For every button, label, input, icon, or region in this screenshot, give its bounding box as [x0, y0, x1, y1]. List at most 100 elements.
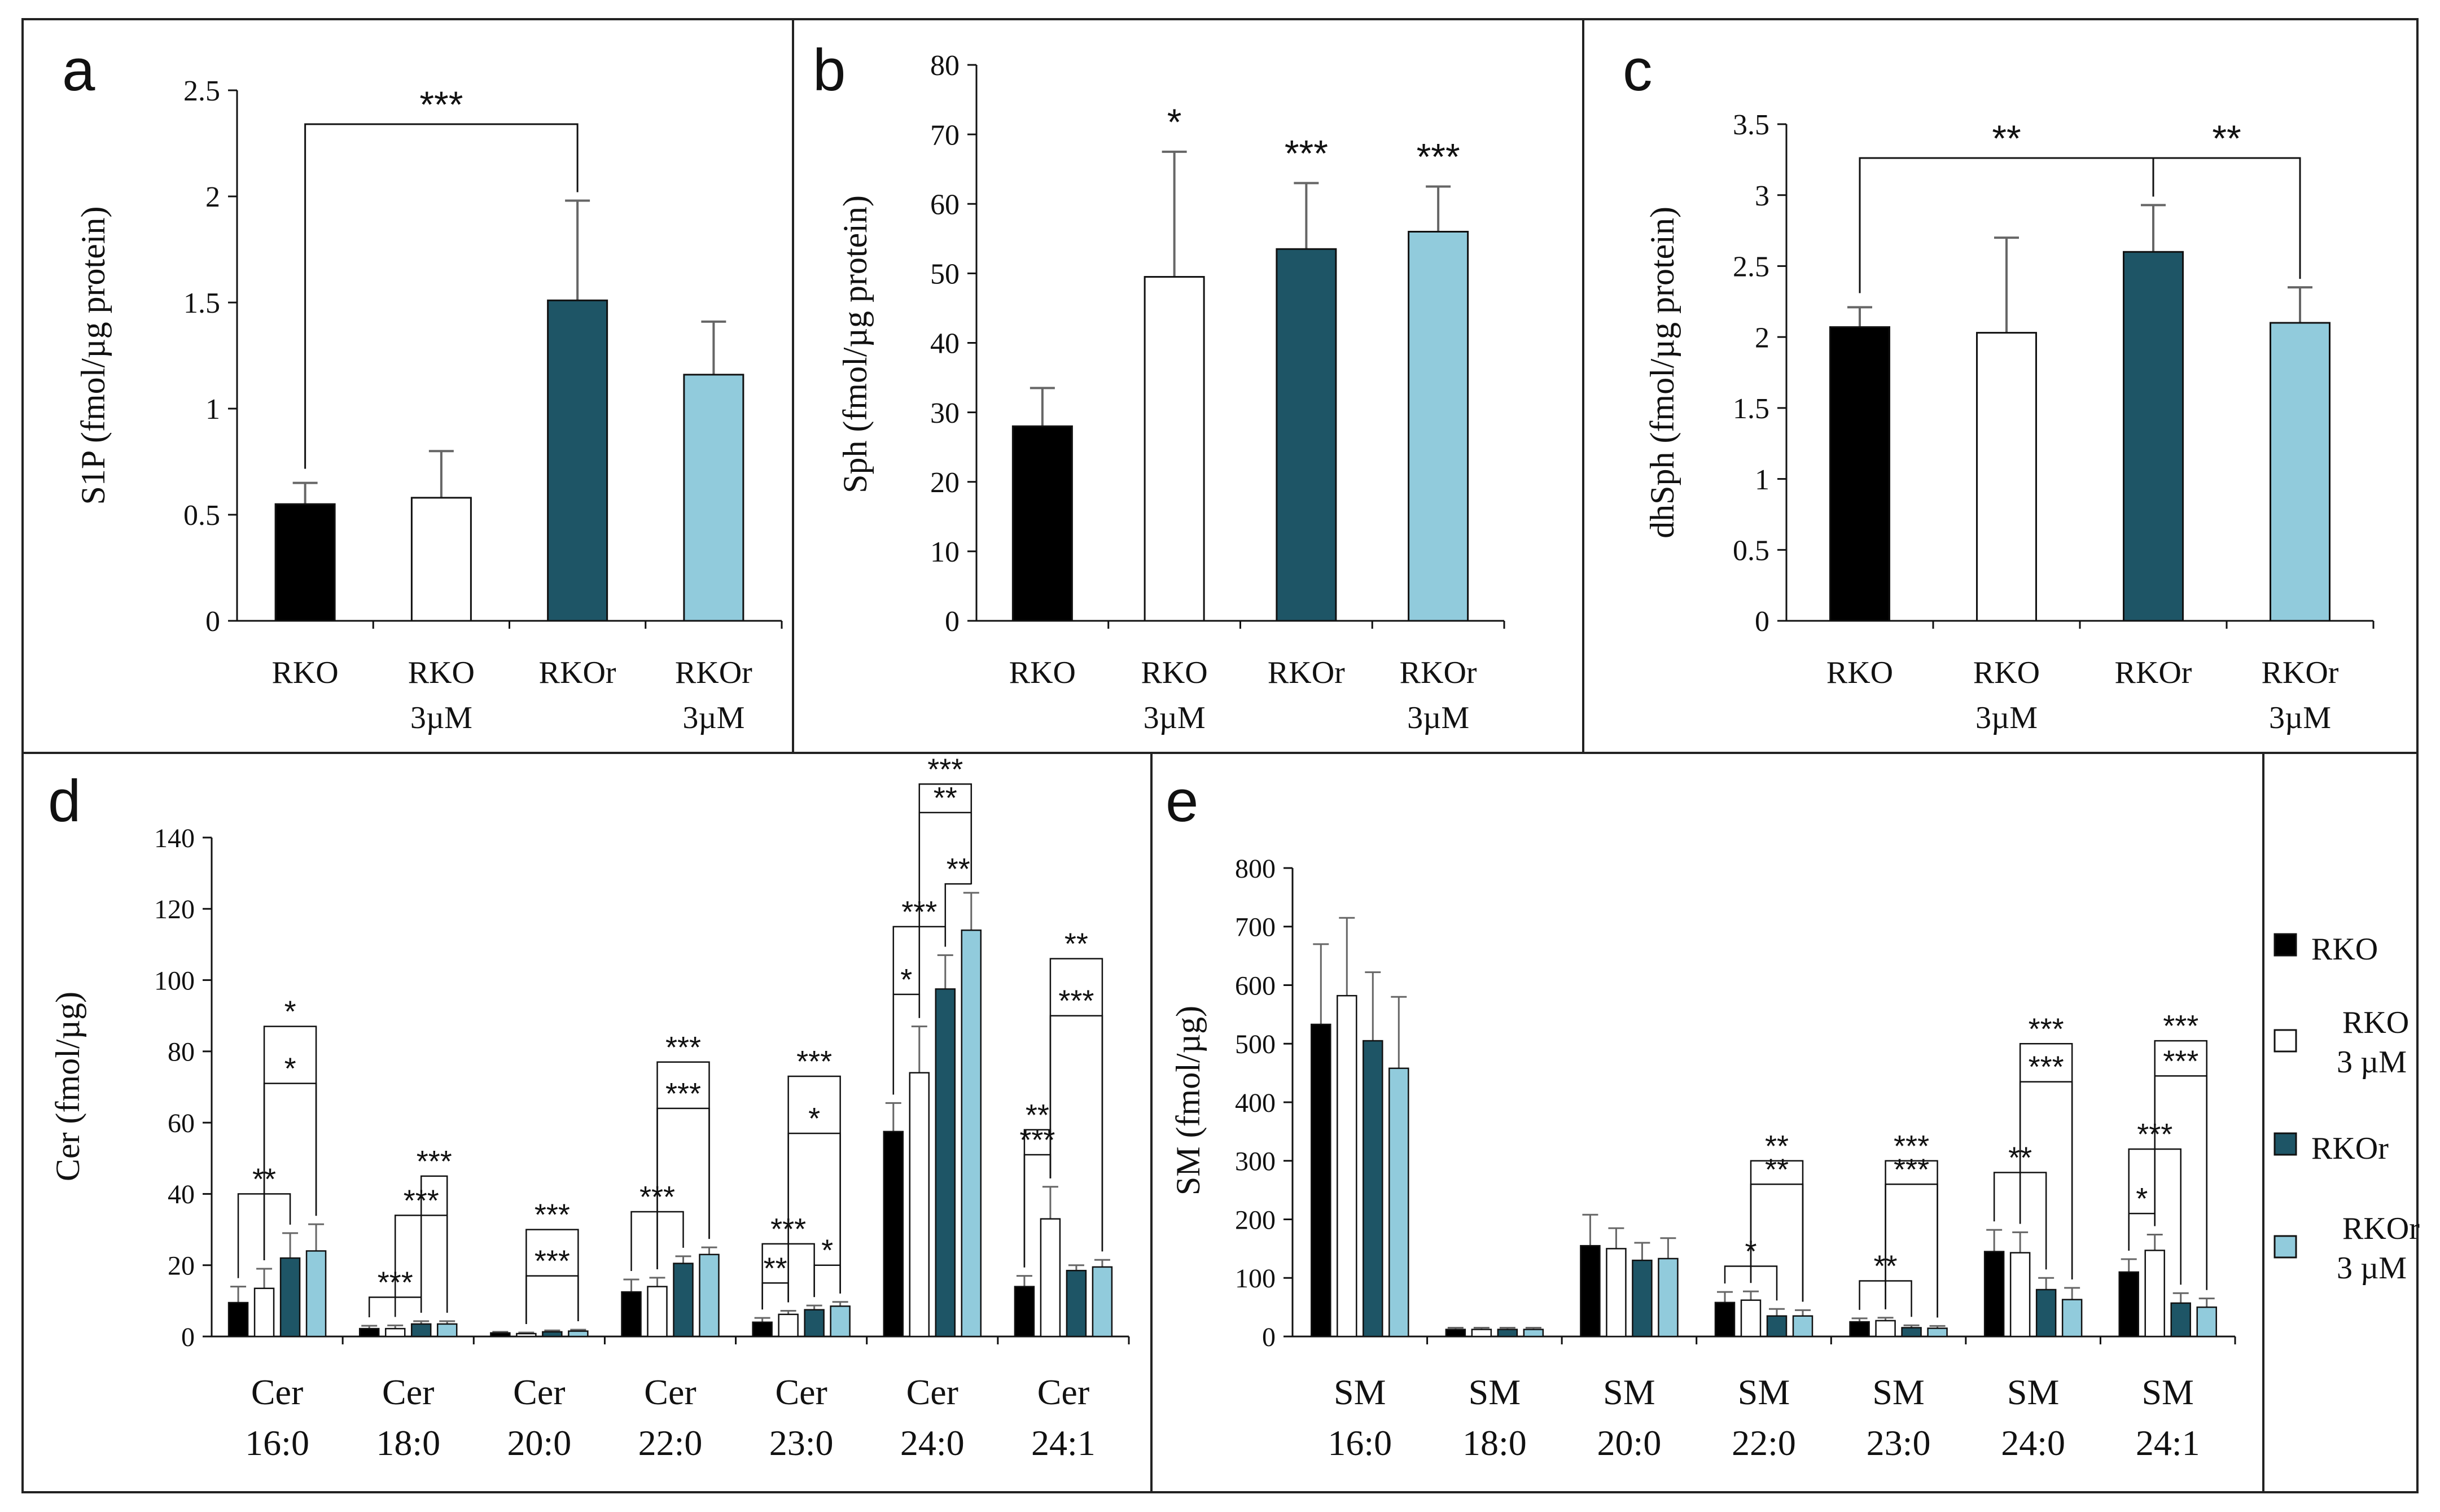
panel-e-significance-label: ***: [1894, 1129, 1929, 1163]
panel-e-category-sublabel: 24:1: [2136, 1423, 2200, 1463]
panel-d-category-label: Cer: [251, 1372, 303, 1412]
panel-e-significance-bracket: [2019, 1043, 2073, 1279]
panel-c-category-label: RKO: [1826, 655, 1893, 690]
panel-d-significance-label: ***: [1019, 1123, 1055, 1157]
panel-d-bar: [516, 1333, 537, 1338]
legend-frame: [2262, 752, 2419, 1493]
panel-d-letter: d: [48, 768, 81, 834]
panel-e-bar: [1927, 1327, 1948, 1338]
panel-d-y-tick-label: 20: [168, 1251, 195, 1281]
legend-item-rkor: RKOr: [2273, 1131, 2389, 1166]
panel-d-category-label: Cer: [906, 1372, 958, 1412]
panel-d-bar: [1066, 1269, 1087, 1338]
panel-a-category-label: RKOr: [539, 655, 616, 690]
panel-e-bar: [1363, 1040, 1383, 1338]
panel-a-bar: [274, 503, 336, 622]
panel-c-category-sublabel: 3µM: [1975, 700, 2038, 735]
panel-d-significance-bracket: [761, 1282, 789, 1310]
panel-e-category-label: SM: [2141, 1372, 2194, 1412]
panel-e-significance-bracket: [2128, 1212, 2156, 1251]
panel-c-category-sublabel: 3µM: [2269, 700, 2331, 735]
panel-e-y-tick-label: 400: [1235, 1088, 1276, 1118]
panel-d-significance-label: ***: [796, 1045, 832, 1079]
panel-c-y-tick-label: 1: [1755, 464, 1769, 496]
panel-d-category-sublabel: 16:0: [245, 1423, 309, 1463]
legend-swatch-rkor: [2273, 1132, 2297, 1156]
legend: RKO RKO 3 µM RKOr RKOr 3 µM: [2273, 932, 2420, 1286]
panel-d-significance-label: ***: [535, 1244, 570, 1278]
panel-d-significance-label: **: [1065, 927, 1088, 961]
panel-e-significance-label: ***: [1894, 1152, 1929, 1186]
panel-d-category-label: Cer: [382, 1372, 434, 1412]
panel-e-category-sublabel: 20:0: [1597, 1423, 1662, 1463]
panel-c-bar: [1829, 326, 1890, 622]
panel-e-bar: [1875, 1320, 1896, 1338]
panel-d-bar: [699, 1254, 720, 1338]
panel-e-y-tick-label: 500: [1235, 1029, 1276, 1059]
panel-a-y-tick-label: 0.5: [183, 499, 220, 532]
panel-d-y-tick-label: 0: [181, 1322, 195, 1352]
panel-c-significance-label: **: [1992, 117, 2021, 159]
panel-c-category-label: RKO: [1973, 655, 2040, 690]
panel-d-bar: [568, 1330, 589, 1338]
panel-d-category-sublabel: 18:0: [376, 1423, 440, 1463]
panel-d-significance-bracket: [525, 1275, 579, 1325]
panel-d-category-sublabel: 23:0: [769, 1423, 834, 1463]
panel-d-bar: [883, 1130, 904, 1338]
legend-label-rkor-3um: RKOr 3 µM: [2337, 1211, 2420, 1286]
legend-swatch-rkor-3um: [2273, 1235, 2297, 1259]
panel-d-bar: [358, 1327, 380, 1338]
panel-e-category-label: SM: [1738, 1372, 1790, 1412]
panel-b-y-tick-label: 40: [930, 328, 960, 360]
panel-e-bar: [2118, 1271, 2139, 1338]
panel-d-y-tick-label: 60: [168, 1108, 195, 1138]
panel-d-chart: 0 20 40 60 80 100 120 140 Cer (fmol/µg) Cer 16:0 Ce…: [49, 752, 1130, 1463]
panel-d-significance-bracket: [918, 783, 973, 1018]
panel-b-y-tick-label: 10: [930, 536, 960, 568]
panel-d-bar: [752, 1321, 773, 1338]
panel-d-y-axis-label: Cer (fmol/µg): [49, 992, 86, 1181]
panel-e-category-sublabel: 18:0: [1462, 1423, 1527, 1463]
panel-e-significance-label: ***: [2163, 1044, 2198, 1078]
panel-d-bar: [1092, 1266, 1113, 1338]
panel-a-category-label: RKO: [408, 655, 475, 690]
panel-d-significance-bracket: [813, 1264, 841, 1298]
panel-b-letter: b: [813, 37, 846, 103]
panel-e-y-tick-label: 700: [1235, 913, 1276, 943]
panel-d-bar: [1014, 1286, 1035, 1338]
legend-label-rkor-3um-line1: RKOr: [2342, 1211, 2420, 1246]
panel-a-category-sublabel: 3µM: [682, 700, 744, 735]
panel-a-frame: [21, 18, 794, 754]
panel-e-category-label: SM: [1603, 1372, 1655, 1412]
panel-a-significance-label: ***: [419, 84, 463, 125]
panel-a-chart: 0 0.5 1 1.5 2 2.5 S1P (fmol/µg protein) RKO RKO 3…: [75, 75, 783, 735]
panel-b-y-tick-label: 30: [930, 397, 960, 430]
panel-e-bar: [1580, 1244, 1601, 1338]
panel-a-y-tick-label: 2: [205, 181, 220, 213]
panel-e-y-axis-label: SM (fmol/µg): [1169, 1006, 1207, 1195]
panel-e-bar: [2144, 1250, 2165, 1338]
panel-e-y-tick-label: 100: [1235, 1264, 1276, 1294]
panel-a-y-tick-label: 1: [205, 393, 220, 426]
panel-b-category-sublabel: 3µM: [1144, 700, 1206, 735]
panel-e-bar: [1792, 1315, 1813, 1338]
legend-item-rkor-3um: RKOr 3 µM: [2273, 1211, 2420, 1286]
panel-e-bar: [1337, 994, 1357, 1338]
panel-a-bar: [547, 299, 608, 622]
panel-d-significance-bracket: [1049, 958, 1103, 1252]
panel-d-bar: [542, 1331, 563, 1338]
panel-b-category-label: RKOr: [1268, 655, 1345, 690]
panel-d-significance-bracket: [656, 1061, 710, 1269]
panel-c-y-axis-label: dhSph (fmol/µg protein): [1644, 207, 1681, 538]
panel-e-significance-label: ***: [2029, 1050, 2064, 1084]
panel-e-bar: [1388, 1067, 1409, 1338]
panel-c-letter: c: [1623, 37, 1653, 103]
panel-e-chart: 0 100 200 300 400 500 600 700 800 SM (fmol/µg) SM 1…: [1169, 854, 2236, 1463]
panel-e-bar: [1714, 1301, 1736, 1338]
panel-c-y-tick-label: 2: [1755, 322, 1769, 354]
panel-b-y-tick-label: 60: [930, 189, 960, 221]
panel-e-bar: [1445, 1329, 1466, 1338]
panel-b-y-tick-label: 50: [930, 258, 960, 291]
panel-e-bar: [2009, 1252, 2031, 1338]
